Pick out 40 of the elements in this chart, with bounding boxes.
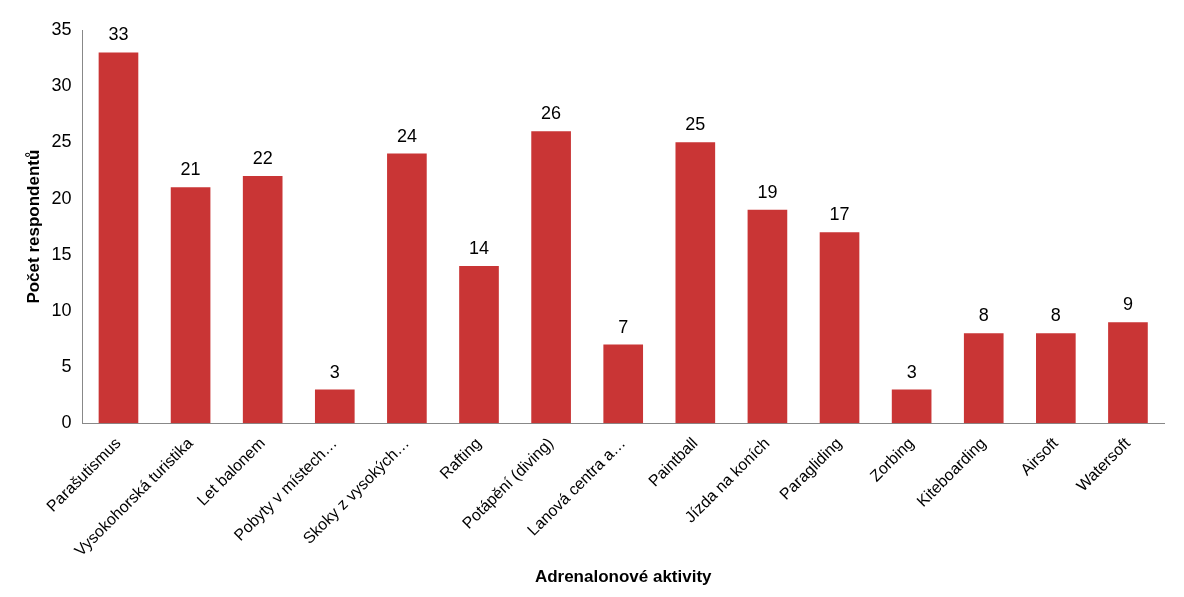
data-label: 33 [108, 24, 129, 45]
y-tick-label: 25 [51, 131, 72, 152]
bar [963, 333, 1004, 424]
x-axis-title: Adrenalonové aktivity [534, 567, 713, 587]
data-label: 25 [685, 114, 706, 135]
y-tick-label: 35 [51, 18, 72, 39]
y-tick-label: 20 [51, 187, 72, 208]
bar [819, 232, 860, 424]
bar [1108, 322, 1148, 424]
y-tick-label: 5 [61, 356, 72, 377]
bar [459, 265, 499, 424]
data-label: 21 [180, 159, 201, 180]
bar [314, 389, 355, 424]
data-label: 3 [906, 361, 917, 382]
bar [170, 187, 211, 424]
data-label: 8 [1050, 305, 1061, 326]
bar [242, 176, 283, 424]
data-label: 26 [541, 103, 562, 124]
y-tick-label: 15 [51, 243, 72, 264]
data-label: 17 [829, 204, 850, 225]
bar [98, 52, 139, 424]
data-label: 19 [757, 181, 778, 202]
bar [531, 131, 571, 424]
bar [1036, 333, 1076, 424]
y-axis-title: Počet respondentů [23, 149, 43, 304]
y-tick-label: 10 [51, 299, 72, 320]
data-label: 8 [978, 305, 989, 326]
data-label: 14 [468, 237, 490, 258]
bar [387, 153, 427, 424]
bar [675, 142, 716, 424]
y-tick-label: 30 [51, 75, 72, 96]
data-label: 24 [396, 125, 417, 146]
y-tick-label: 0 [61, 412, 72, 433]
bar [747, 209, 788, 424]
bar [891, 389, 932, 424]
data-label: 7 [618, 316, 629, 337]
data-label: 22 [252, 148, 273, 169]
bar [603, 344, 644, 424]
data-label: 9 [1122, 294, 1133, 315]
data-label: 3 [329, 361, 340, 382]
